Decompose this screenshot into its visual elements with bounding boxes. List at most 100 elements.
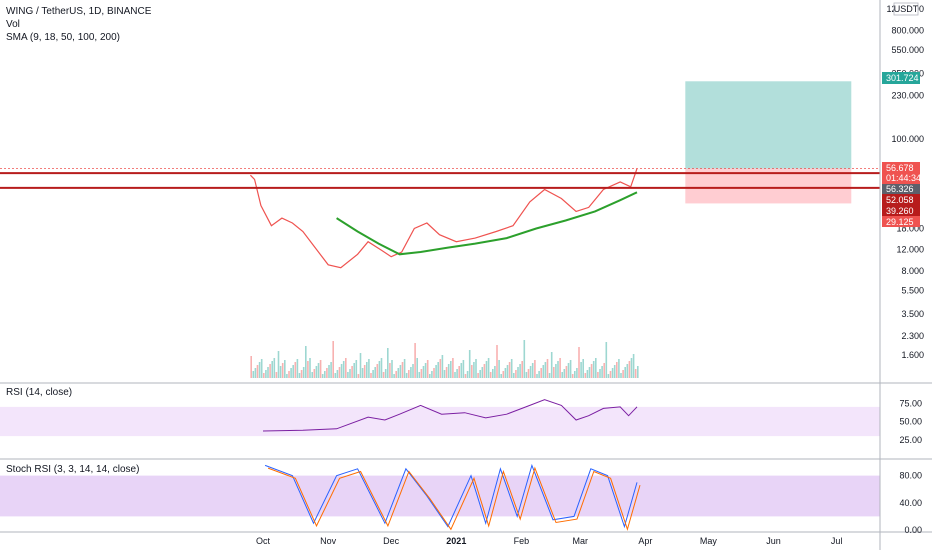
volume-bar [456,369,458,378]
volume-bar [525,372,528,378]
volume-bar [317,363,320,378]
volume-bar [613,365,616,378]
sma-line [336,191,638,256]
volume-bar [609,371,612,378]
volume-bar [252,371,255,378]
volume-bar [422,366,425,378]
volume-bar [479,370,481,378]
volume-bar [414,343,416,378]
volume-bar [576,368,578,378]
volume-bar [359,353,362,378]
volume-bar [342,361,345,378]
volume-bar [349,369,351,378]
rsi-tick-label: 25.00 [899,435,922,445]
volume-bar [527,369,530,378]
price-tags: 301.724 56.678 01:44:34 56.326 52.058 39… [882,72,921,227]
target-zone[interactable] [685,81,852,169]
volume-bar [597,372,599,378]
volume-bar [483,364,486,378]
volume-bar [263,373,265,378]
stoch-axis[interactable]: 80.00 40.00 0.00 [899,471,922,535]
volume-bar [471,365,473,378]
volume-bar [410,367,412,378]
volume-bar [397,368,400,378]
volume-bar [618,359,620,378]
stop-zone[interactable] [685,168,852,204]
volume-bar [529,366,532,378]
currency-box[interactable] [893,2,919,16]
volume-bar [275,372,278,378]
volume-bar [277,351,280,378]
rsi-line [262,399,638,432]
volume-bar [433,368,435,378]
volume-bar [611,368,614,378]
volume-bar [548,373,551,378]
volume-bar [632,354,635,378]
volume-bar [574,371,576,378]
volume-bar [250,356,252,378]
volume-bar [319,360,322,378]
volume-bar [571,374,574,378]
time-tick-label: Apr [638,536,652,546]
volume-bar [387,348,389,378]
time-tick-label: Jun [766,536,781,546]
volume-bar [599,369,601,378]
volume-bar [420,369,423,378]
volume-bar [431,371,433,378]
volume-bar [458,366,460,378]
volume-bar [302,367,305,378]
volume-bar [401,362,404,378]
volume-bar [481,367,484,378]
price-tick-label: 1.600 [901,350,924,360]
volume-bar [637,366,639,378]
volume-bar [307,361,309,378]
symbol-title[interactable]: WING / TetherUS, 1D, BINANCE [6,6,152,17]
resistance-bottom-text: 39.260 [886,206,914,216]
volume-bar [435,365,437,378]
time-axis[interactable]: Oct Nov Dec 2021 Feb Mar Apr May Jun Jul [256,536,842,546]
volume-bar [502,371,505,378]
volume-bar [330,362,332,378]
volume-bar [544,362,547,378]
price-tick-label: 5.500 [901,285,924,295]
volume-bar [487,358,490,378]
volume-bar [351,366,353,378]
rsi-legend[interactable]: RSI (14, close) [6,386,72,399]
sma-value-text: 56.326 [886,184,914,194]
volume-bar [519,364,521,378]
volume-legend[interactable]: Vol [6,19,20,30]
volume-bar [489,372,492,378]
volume-bar [334,373,337,378]
price-tick-label: 8.000 [901,266,924,276]
stoch-tick-label: 40.00 [899,498,922,508]
volume-bar [468,350,471,378]
volume-bar [485,361,488,378]
volume-bar [506,365,509,378]
volume-bar [355,360,358,378]
time-tick-label: Feb [514,536,530,546]
volume-bar [578,347,580,378]
volume-bar [347,372,349,378]
rsi-tick-label: 50.00 [899,417,922,427]
currency-label: USDT [894,4,919,14]
volume-bar [353,363,355,378]
volume-bar [462,360,465,378]
price-tick-label: 2.300 [901,331,924,341]
volume-bar [561,372,563,378]
volume-bar [605,342,608,378]
volume-bar [279,366,282,378]
stoch-legend[interactable]: Stoch RSI (3, 3, 14, 14, close) [6,463,139,476]
volume-bar [616,362,618,378]
rsi-axis[interactable]: 75.00 50.00 25.00 [899,398,922,445]
volume-bar [395,371,397,378]
main-legend[interactable]: WING / TetherUS, 1D, BINANCE Vol SMA (9,… [6,5,151,44]
time-tick-label: Nov [320,536,337,546]
volume-bar [498,360,500,378]
volume-bar [313,369,316,378]
volume-bar [538,371,540,378]
sma-legend[interactable]: SMA (9, 18, 50, 100, 200) [6,32,120,43]
volume-bar [296,359,299,378]
volume-bar [634,369,637,378]
